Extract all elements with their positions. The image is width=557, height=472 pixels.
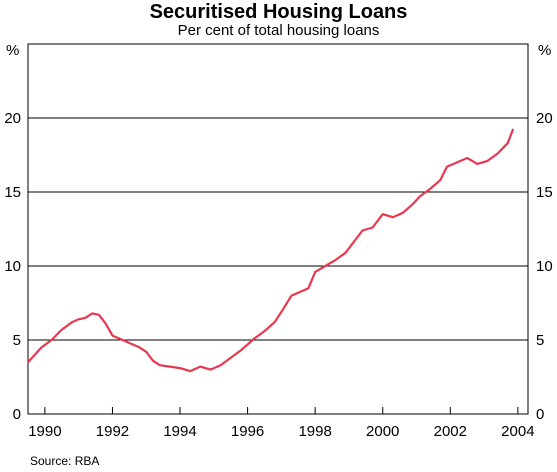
source-note: Source: RBA — [30, 454, 100, 468]
y-tick-label-left: 5 — [13, 332, 21, 349]
x-tick-label: 1990 — [28, 423, 61, 440]
x-tick-label: 1994 — [163, 423, 196, 440]
y-tick-label-left: 20 — [4, 110, 21, 127]
y-tick-label-left: 15 — [4, 184, 21, 201]
plot-frame — [27, 43, 529, 415]
y-tick-label-left: 10 — [4, 258, 21, 275]
x-tick-label: 1998 — [298, 423, 331, 440]
y-unit-right: % — [538, 42, 551, 59]
tick-labels: 0 0 5 5 10 10 15 15 20 20 1990 1992 1994 1996 1998 2000… — [4, 110, 552, 440]
y-tick-label-right: 20 — [536, 110, 553, 127]
series-layer — [26, 128, 514, 373]
y-tick-label-right: 10 — [536, 258, 553, 275]
x-tick-label: 2002 — [434, 423, 467, 440]
y-tick-label-left: 0 — [13, 406, 21, 423]
y-tick-label-right: 15 — [536, 184, 553, 201]
x-tick-label: 2004 — [501, 423, 534, 440]
chart-title: Securitised Housing Loans — [149, 1, 408, 23]
y-unit-left: % — [6, 42, 19, 59]
y-tick-label-right: 0 — [536, 406, 544, 423]
x-tick-label: 2000 — [366, 423, 399, 440]
y-tick-label-right: 5 — [536, 332, 544, 349]
gridlines — [28, 117, 528, 341]
chart-subtitle: Per cent of total housing loans — [177, 22, 380, 39]
x-tick-label: 1992 — [96, 423, 129, 440]
series-line — [26, 128, 514, 373]
x-tick-label: 1996 — [231, 423, 264, 440]
